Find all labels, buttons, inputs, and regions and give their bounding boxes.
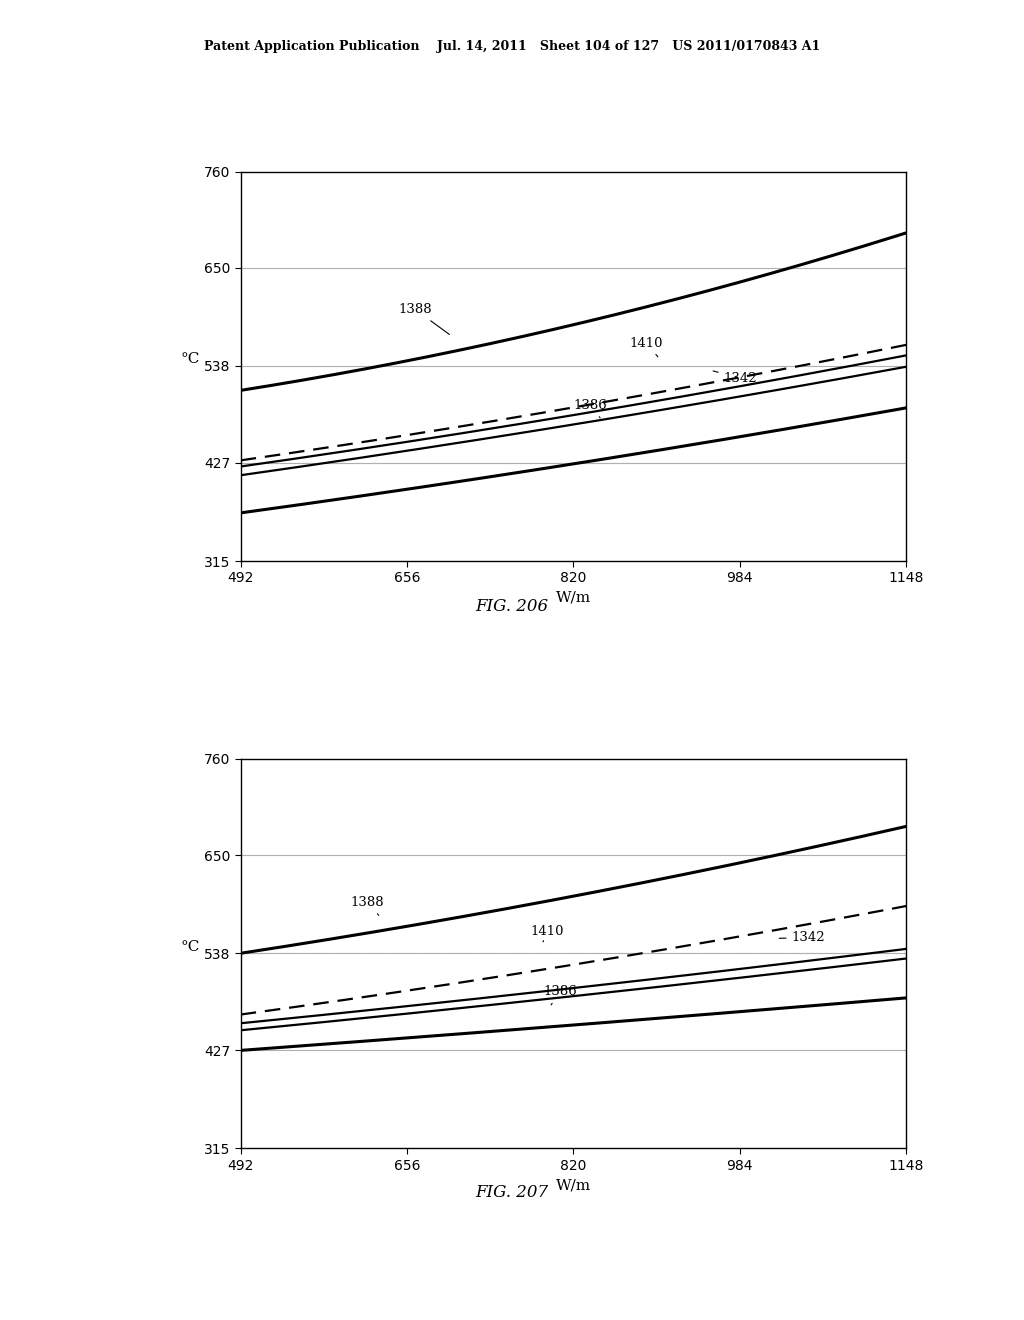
Text: 1386: 1386 [573, 399, 607, 418]
Text: 1388: 1388 [350, 896, 384, 915]
Text: Patent Application Publication    Jul. 14, 2011   Sheet 104 of 127   US 2011/017: Patent Application Publication Jul. 14, … [204, 40, 820, 53]
Y-axis label: °C: °C [180, 940, 200, 953]
Text: 1410: 1410 [530, 925, 564, 942]
Text: 1386: 1386 [543, 985, 577, 1005]
Text: FIG. 206: FIG. 206 [475, 598, 549, 615]
Text: FIG. 207: FIG. 207 [475, 1184, 549, 1201]
Y-axis label: °C: °C [180, 352, 200, 367]
X-axis label: W/m: W/m [556, 591, 591, 605]
X-axis label: W/m: W/m [556, 1179, 591, 1192]
Text: 1388: 1388 [399, 304, 450, 334]
Text: 1410: 1410 [629, 337, 663, 356]
Text: 1342: 1342 [713, 371, 757, 384]
Text: 1342: 1342 [779, 931, 825, 944]
